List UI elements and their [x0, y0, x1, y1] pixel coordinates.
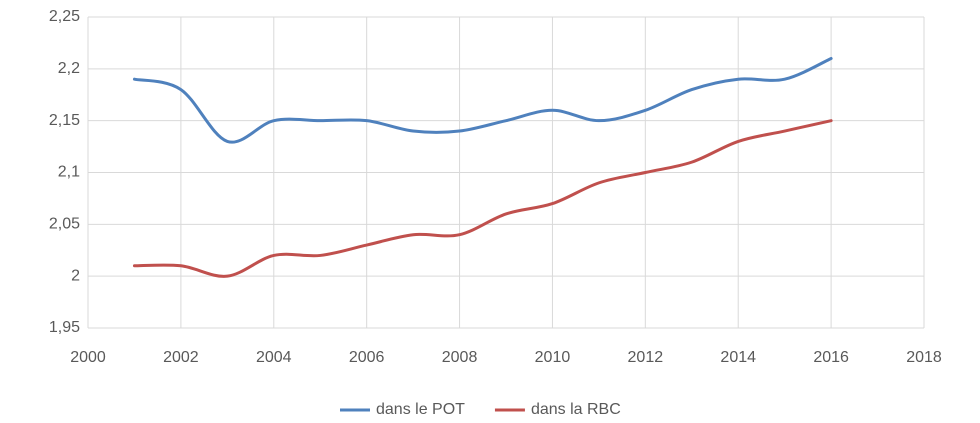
x-tick-label: 2000: [70, 349, 106, 366]
x-tick-label: 2016: [813, 349, 849, 366]
y-tick-label: 2,25: [49, 8, 80, 25]
x-tick-label: 2008: [442, 349, 478, 366]
y-tick-label: 1,95: [49, 319, 80, 336]
y-tick-label: 2,1: [58, 164, 80, 181]
y-tick-label: 2: [71, 267, 80, 284]
y-tick-label: 2,15: [49, 112, 80, 129]
legend-label: dans la RBC: [531, 401, 621, 418]
y-tick-label: 2,2: [58, 60, 80, 77]
legend-label: dans le POT: [376, 401, 465, 418]
x-tick-label: 2004: [256, 349, 292, 366]
y-tick-label: 2,05: [49, 216, 80, 233]
x-tick-label: 2010: [535, 349, 571, 366]
x-tick-label: 2018: [906, 349, 942, 366]
series-line: [132, 119, 833, 278]
x-tick-label: 2002: [163, 349, 199, 366]
x-tick-label: 2012: [628, 349, 664, 366]
x-tick-label: 2006: [349, 349, 385, 366]
series-line: [132, 56, 833, 144]
x-tick-label: 2014: [720, 349, 756, 366]
